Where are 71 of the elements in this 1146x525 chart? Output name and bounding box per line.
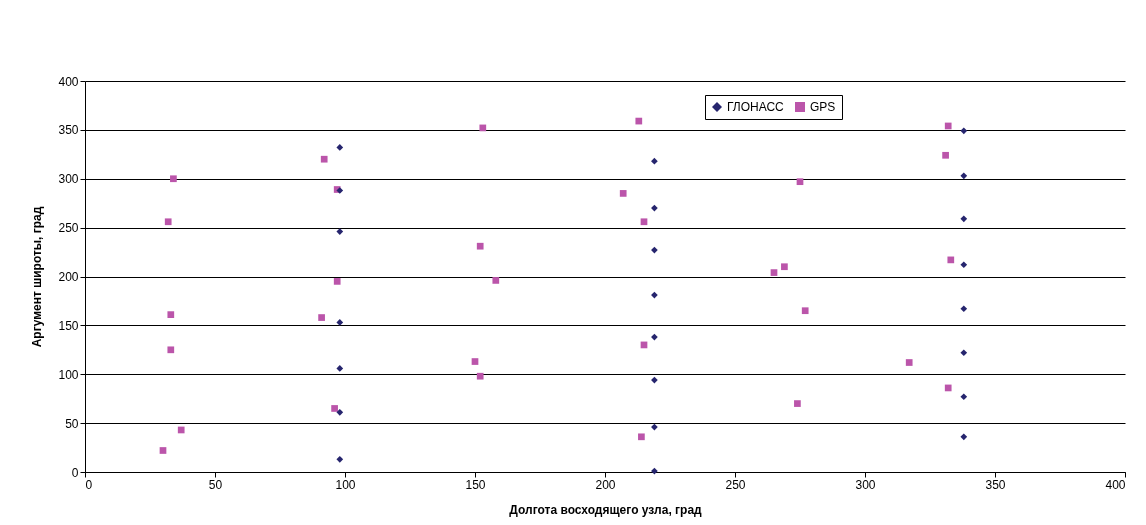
x-tick-label: 250 [725, 477, 746, 492]
y-tick-label: 200 [58, 270, 79, 284]
point [651, 157, 658, 165]
legend-label: ГЛОНАСС [727, 100, 785, 114]
y-tick-label: 400 [58, 74, 79, 89]
point [640, 218, 648, 226]
y-tick-label: 50 [65, 416, 79, 431]
y-tick-label: 300 [58, 172, 79, 187]
y-tick-label: 350 [58, 123, 79, 138]
y-tick-label: 150 [58, 318, 79, 333]
y-tick-label: 250 [58, 221, 79, 236]
point [318, 314, 325, 321]
point [651, 376, 658, 384]
x-tick-label: 300 [855, 477, 876, 492]
point [336, 409, 344, 416]
y-axis-title: Аргумент широты, град [30, 206, 45, 348]
point [770, 269, 778, 276]
point [944, 384, 952, 392]
point [947, 256, 955, 264]
point [960, 261, 968, 269]
point [333, 278, 341, 285]
point [167, 311, 175, 318]
point [336, 319, 344, 326]
y-tick-label: 0 [71, 465, 79, 480]
point [177, 426, 185, 434]
point [651, 291, 658, 299]
point [794, 400, 801, 407]
point [619, 190, 627, 197]
point [164, 218, 172, 226]
point [651, 333, 658, 341]
point [336, 455, 344, 463]
point [476, 242, 484, 250]
point [801, 307, 809, 315]
point [944, 122, 952, 130]
point [651, 246, 658, 254]
point [960, 172, 968, 180]
point [960, 305, 968, 313]
point [492, 277, 500, 284]
point [336, 228, 344, 235]
point [170, 175, 177, 183]
legend-label: GPS [810, 100, 836, 114]
y-tick-label: 100 [58, 367, 79, 382]
point [479, 124, 487, 132]
x-tick-label: 400 [1105, 477, 1126, 492]
point [960, 433, 968, 441]
point [796, 178, 804, 186]
point [476, 372, 484, 380]
x-tick-label: 150 [465, 477, 486, 492]
x-tick-label: 350 [985, 477, 1006, 492]
point [320, 155, 328, 163]
point [471, 358, 479, 365]
point [638, 433, 645, 441]
point [635, 117, 643, 125]
x-tick-label: 100 [335, 477, 356, 492]
x-axis-title: Долгота восходящего узла, град [509, 502, 703, 517]
point [167, 346, 175, 354]
point [651, 204, 658, 212]
point [336, 365, 344, 372]
point [960, 349, 968, 357]
x-tick-label: 50 [208, 477, 223, 492]
point [960, 215, 968, 223]
point [331, 405, 338, 412]
point [781, 263, 788, 271]
point [905, 359, 913, 366]
x-tick-label: 0 [85, 477, 93, 492]
point [159, 447, 167, 454]
point [942, 151, 949, 159]
point [960, 127, 968, 135]
point [336, 144, 344, 151]
point [960, 393, 968, 401]
x-tick-label: 200 [595, 477, 616, 492]
